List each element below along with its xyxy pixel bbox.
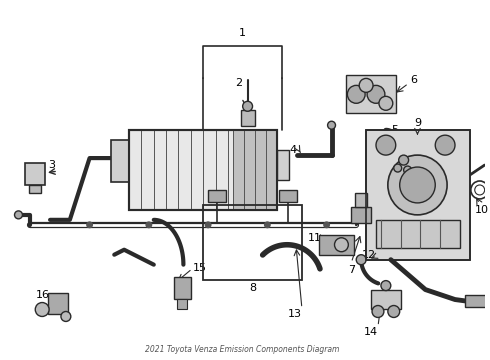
Circle shape [205,221,212,228]
Circle shape [376,135,396,155]
Circle shape [146,221,152,228]
Bar [48,293,68,315]
Circle shape [400,167,435,203]
Bar [111,140,129,182]
Bar [233,130,277,210]
Text: 7: 7 [348,265,355,275]
Circle shape [35,302,49,316]
Text: 6: 6 [411,75,417,85]
Bar [366,130,470,260]
Circle shape [328,121,336,129]
Bar [465,294,487,306]
Circle shape [264,221,271,228]
Circle shape [381,280,391,291]
Circle shape [379,96,393,110]
Text: 11: 11 [308,233,321,243]
Text: 5: 5 [391,125,398,135]
Bar [25,163,45,185]
Bar [177,298,187,309]
Bar [29,185,41,193]
Bar [279,190,297,202]
Bar [318,235,354,255]
Circle shape [367,85,385,103]
Circle shape [388,155,447,215]
Circle shape [347,85,365,103]
Bar [208,190,226,202]
Bar [376,220,460,248]
Bar [241,110,254,126]
Bar [129,130,277,210]
Circle shape [388,306,400,318]
Text: 1: 1 [239,28,246,37]
Circle shape [399,155,409,165]
Circle shape [356,255,366,265]
Circle shape [86,221,93,228]
Circle shape [404,166,412,174]
Bar [366,130,470,260]
Text: 9: 9 [414,118,421,128]
Bar [346,75,396,113]
Circle shape [359,78,373,92]
Text: 12: 12 [362,250,376,260]
Text: 8: 8 [249,283,256,293]
Circle shape [61,311,71,321]
Bar [355,193,367,207]
Circle shape [323,221,330,228]
Text: 13: 13 [288,310,302,319]
Bar [351,207,371,223]
Bar [203,205,302,280]
Circle shape [435,135,455,155]
Circle shape [243,101,252,111]
Circle shape [372,306,384,318]
Circle shape [15,211,23,219]
Text: 16: 16 [36,289,50,300]
Text: 10: 10 [475,205,489,215]
Text: 3: 3 [48,160,55,170]
Text: 4: 4 [290,145,297,155]
Text: 2021 Toyota Venza Emission Components Diagram: 2021 Toyota Venza Emission Components Di… [146,345,340,354]
Text: 14: 14 [364,328,378,337]
Bar [173,276,191,298]
Bar [129,130,277,210]
Circle shape [394,164,402,172]
Text: 2: 2 [236,78,243,88]
Text: 15: 15 [193,263,207,273]
Circle shape [335,238,348,252]
Bar [371,289,401,310]
Bar [277,150,289,180]
